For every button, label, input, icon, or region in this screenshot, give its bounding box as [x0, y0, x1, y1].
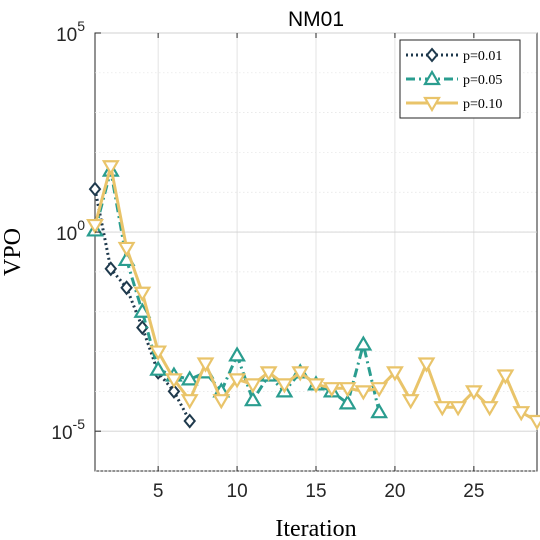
- data-point: [243, 391, 262, 407]
- x-tick-label: 25: [463, 481, 484, 502]
- data-point: [167, 383, 181, 399]
- data-point: [433, 401, 452, 417]
- data-point: [196, 357, 215, 373]
- data-point: [149, 360, 168, 376]
- data-point: [354, 335, 373, 351]
- x-tick-label: 5: [153, 481, 164, 502]
- data-point: [512, 406, 531, 422]
- data-point: [354, 385, 373, 401]
- data-point: [101, 160, 120, 176]
- data-point: [149, 345, 168, 361]
- x-tick-label: 20: [384, 481, 405, 502]
- data-point: [243, 378, 262, 394]
- data-point: [496, 369, 515, 385]
- data-point: [183, 413, 197, 429]
- data-point: [417, 357, 436, 373]
- data-point: [449, 401, 467, 417]
- data-point: [88, 181, 102, 197]
- data-point: [133, 286, 152, 302]
- data-point: [136, 320, 149, 336]
- data-point: [117, 241, 136, 258]
- ticks: 5 10 15 20 25 10-5 100 105: [51, 18, 484, 502]
- data-point: [291, 366, 310, 382]
- data-point: [370, 382, 389, 398]
- legend-marker: [425, 47, 439, 63]
- x-tick-label: 10: [227, 481, 248, 502]
- data-point: [104, 261, 118, 277]
- series-p=0.01: [88, 181, 197, 429]
- series-p=0.10: [86, 160, 540, 431]
- data-point: [86, 218, 104, 235]
- y-tick-label: 10-5: [51, 416, 85, 444]
- x-axis-label: Iteration: [275, 516, 356, 540]
- series-layer: [86, 160, 540, 431]
- legend-marker: [423, 96, 441, 113]
- data-point: [338, 382, 357, 398]
- legend-label: p=0.10: [463, 97, 502, 112]
- data-point: [165, 373, 183, 389]
- legend: p=0.01 p=0.05 p=0.10: [399, 39, 521, 119]
- data-point: [180, 370, 199, 386]
- data-point: [528, 414, 540, 431]
- data-point: [275, 378, 294, 394]
- chart-title: NM01: [288, 8, 344, 31]
- data-point: [307, 378, 325, 394]
- data-point: [338, 394, 357, 410]
- data-point: [228, 373, 246, 389]
- data-point: [370, 403, 389, 419]
- y-axis-label: VPO: [0, 228, 26, 276]
- data-point: [228, 346, 246, 362]
- data-point: [212, 394, 231, 410]
- data-point: [322, 382, 341, 398]
- data-point: [120, 280, 133, 296]
- data-point: [401, 394, 420, 410]
- y-tick-label: 100: [56, 217, 85, 245]
- data-point: [386, 366, 404, 382]
- data-point: [259, 366, 278, 382]
- legend-marker: [423, 69, 441, 86]
- data-point: [480, 401, 499, 417]
- y-tick-label: 105: [56, 18, 85, 46]
- x-tick-label: 15: [305, 481, 326, 502]
- legend-label: p=0.01: [463, 49, 502, 64]
- data-point: [180, 394, 199, 410]
- legend-label: p=0.05: [463, 73, 502, 88]
- data-point: [464, 385, 483, 401]
